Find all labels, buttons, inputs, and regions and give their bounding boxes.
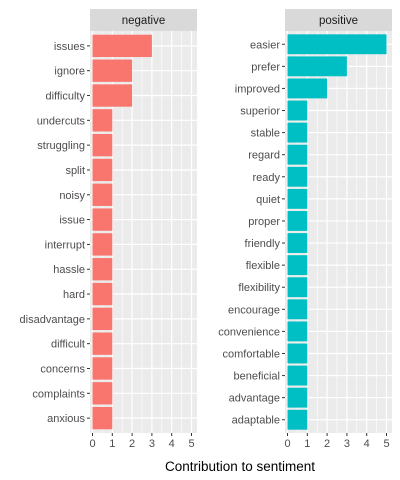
y-tick-label-complaints: complaints xyxy=(32,388,85,400)
x-tick-label-negative: 2 xyxy=(129,438,135,450)
bar-positive-encourage xyxy=(287,299,308,320)
bar-negative-interrupt xyxy=(92,233,113,256)
facet-label-positive: positive xyxy=(319,15,358,27)
bar-positive-superior xyxy=(287,100,308,121)
bar-positive-flexibility xyxy=(287,277,308,298)
y-tick-label-anxious: anxious xyxy=(47,413,85,425)
x-axis-title: Contribution to sentiment xyxy=(165,459,315,474)
bar-positive-regard xyxy=(287,144,308,165)
x-tick-label-negative: 3 xyxy=(149,438,155,450)
y-tick-label-disadvantage: disadvantage xyxy=(20,314,85,326)
x-tick-label-positive: 0 xyxy=(284,438,290,450)
y-tick-label-friendly: friendly xyxy=(245,238,281,250)
bar-positive-improved xyxy=(287,78,328,99)
x-tick-label-negative: 4 xyxy=(169,438,175,450)
y-tick-label-interrupt: interrupt xyxy=(45,239,85,251)
y-tick-label-advantage: advantage xyxy=(229,393,280,405)
bar-negative-hassle xyxy=(92,258,113,281)
y-tick-label-encourage: encourage xyxy=(228,304,280,316)
bar-negative-concerns xyxy=(92,357,113,380)
bar-negative-difficulty xyxy=(92,84,133,107)
bar-negative-undercuts xyxy=(92,109,113,132)
x-tick-label-positive: 5 xyxy=(383,438,389,450)
x-tick-label-positive: 2 xyxy=(324,438,330,450)
y-tick-label-easier: easier xyxy=(250,39,280,51)
y-tick-label-superior: superior xyxy=(240,106,280,118)
y-tick-label-improved: improved xyxy=(235,83,280,95)
y-tick-label-issue: issue xyxy=(59,215,85,227)
facet-label-negative: negative xyxy=(122,15,165,27)
x-tick-label-negative: 0 xyxy=(89,438,95,450)
bar-positive-stable xyxy=(287,122,308,143)
bar-negative-difficult xyxy=(92,332,113,355)
y-tick-label-struggling: struggling xyxy=(37,140,85,152)
bar-negative-disadvantage xyxy=(92,307,113,331)
bar-positive-proper xyxy=(287,211,308,231)
bar-positive-adaptable xyxy=(287,409,308,430)
bar-positive-easier xyxy=(287,34,387,55)
y-tick-label-hard: hard xyxy=(63,289,85,301)
bar-positive-beneficial xyxy=(287,365,308,386)
y-tick-label-convenience: convenience xyxy=(218,326,280,338)
x-tick-label-positive: 3 xyxy=(344,438,350,450)
x-tick-label-negative: 5 xyxy=(188,438,194,450)
x-tick-label-positive: 4 xyxy=(364,438,370,450)
y-tick-label-issues: issues xyxy=(54,41,86,53)
y-tick-label-undercuts: undercuts xyxy=(37,115,86,127)
bar-negative-ignore xyxy=(92,59,133,82)
y-tick-label-ready: ready xyxy=(252,172,280,184)
bar-negative-split xyxy=(92,158,113,182)
bar-positive-comfortable xyxy=(287,343,308,364)
y-tick-label-flexible: flexible xyxy=(246,260,280,272)
x-tick-label-negative: 1 xyxy=(109,438,115,450)
bar-positive-advantage xyxy=(287,387,308,408)
bar-negative-noisy xyxy=(92,183,113,206)
bar-positive-ready xyxy=(287,166,308,187)
y-tick-label-concerns: concerns xyxy=(40,363,85,375)
bar-positive-prefer xyxy=(287,56,347,77)
bar-positive-flexible xyxy=(287,255,308,276)
y-tick-label-prefer: prefer xyxy=(251,61,280,73)
y-tick-label-ignore: ignore xyxy=(54,66,85,78)
x-tick-label-positive: 1 xyxy=(304,438,310,450)
facet-strip-positive xyxy=(285,9,392,31)
y-tick-label-hassle: hassle xyxy=(53,264,85,276)
bar-negative-anxious xyxy=(92,406,113,430)
bar-negative-complaints xyxy=(92,382,113,405)
y-tick-label-comfortable: comfortable xyxy=(223,348,280,360)
facet-strip-negative xyxy=(90,9,197,31)
y-tick-label-difficulty: difficulty xyxy=(45,91,85,103)
y-tick-label-noisy: noisy xyxy=(59,190,85,202)
y-tick-label-split: split xyxy=(65,165,85,177)
y-tick-label-beneficial: beneficial xyxy=(234,371,280,383)
bar-positive-friendly xyxy=(287,233,308,253)
y-tick-label-adaptable: adaptable xyxy=(232,415,280,427)
y-tick-label-quiet: quiet xyxy=(256,194,280,206)
y-tick-label-difficult: difficult xyxy=(51,339,85,351)
y-tick-label-regard: regard xyxy=(248,150,280,162)
bar-negative-hard xyxy=(92,282,113,306)
y-tick-label-flexibility: flexibility xyxy=(238,282,280,294)
bar-positive-convenience xyxy=(287,321,308,342)
bar-negative-issue xyxy=(92,208,113,231)
y-tick-label-stable: stable xyxy=(251,128,280,140)
bar-negative-struggling xyxy=(92,133,113,157)
bar-positive-quiet xyxy=(287,188,308,209)
y-tick-label-proper: proper xyxy=(248,216,280,228)
bar-negative-issues xyxy=(92,34,152,58)
